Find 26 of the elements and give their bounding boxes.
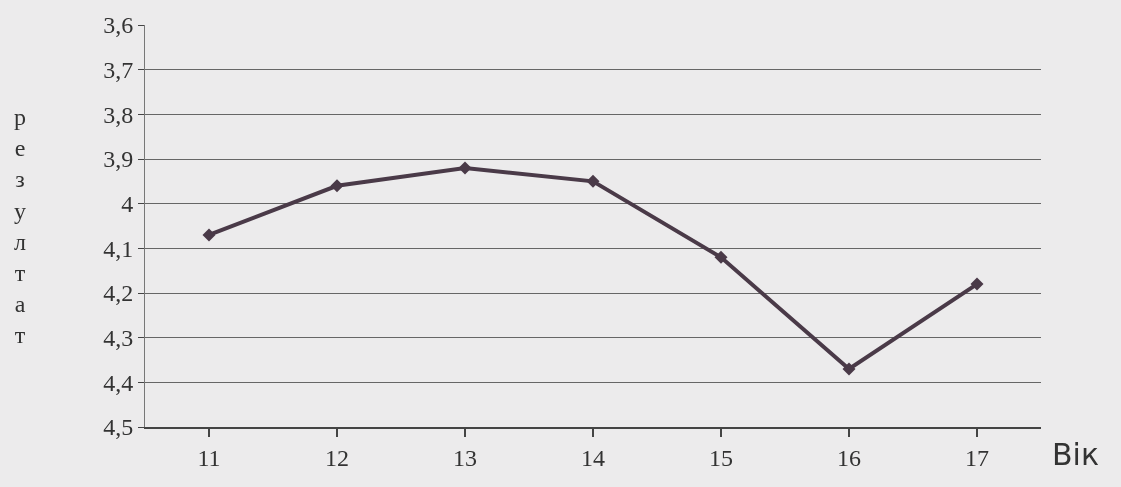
point bbox=[970, 277, 984, 291]
point bbox=[842, 362, 856, 376]
y-tick-label: 3,6 bbox=[103, 12, 134, 39]
y-tick-label: 4,3 bbox=[103, 325, 134, 352]
point bbox=[458, 161, 472, 175]
point bbox=[330, 179, 344, 193]
y-tick-label: 4,1 bbox=[103, 235, 134, 262]
y-tick-label: 3,8 bbox=[103, 101, 134, 128]
point bbox=[202, 228, 216, 242]
y-axis-title: резултат bbox=[14, 104, 27, 349]
x-axis-title: Вік bbox=[1052, 437, 1100, 472]
y-tick-label: 4,4 bbox=[103, 369, 134, 396]
x-tick-label: 13 bbox=[453, 444, 477, 471]
y-tick-label: 3,9 bbox=[103, 146, 134, 173]
x-tick-label: 16 bbox=[837, 444, 861, 471]
x-tick-label: 17 bbox=[965, 444, 989, 471]
x-tick-label: 14 bbox=[581, 444, 605, 471]
y-tick-label: 3,7 bbox=[103, 57, 134, 84]
x-tick-label: 15 bbox=[709, 444, 733, 471]
y-tick-label: 4,2 bbox=[103, 280, 134, 307]
y-tick-label: 4,5 bbox=[103, 414, 134, 441]
point bbox=[586, 174, 600, 188]
y-tick-label: 4 bbox=[121, 191, 134, 218]
point bbox=[714, 250, 728, 264]
x-tick-label: 12 bbox=[325, 444, 349, 471]
x-tick-label: 11 bbox=[197, 444, 221, 471]
